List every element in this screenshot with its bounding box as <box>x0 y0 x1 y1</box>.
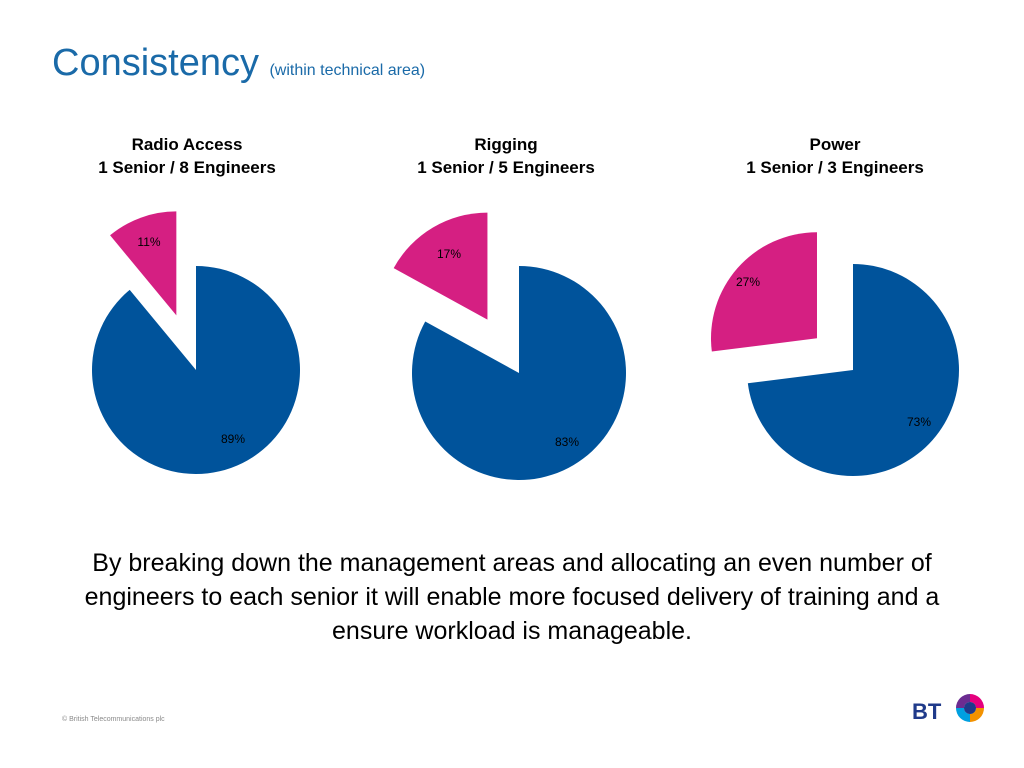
pie-slice-label: 17% <box>437 247 461 261</box>
pie-chart-2: 73% 27% <box>710 232 959 477</box>
pie-slice-label: 27% <box>736 275 760 289</box>
pie-slice-main <box>411 266 626 480</box>
pie-slice-exploded <box>110 211 177 316</box>
chart-title-line: Radio Access <box>131 135 243 154</box>
chart-title-rigging: Rigging 1 Senior / 5 Engineers <box>356 133 656 179</box>
bt-piper-globe-icon <box>956 694 984 722</box>
chart-title-radio-access: Radio Access 1 Senior / 8 Engineers <box>37 133 337 179</box>
pie-slice-exploded <box>393 212 488 320</box>
pie-slice-label: 89% <box>221 432 245 446</box>
chart-title-power: Power 1 Senior / 3 Engineers <box>685 133 985 179</box>
chart-title-line: Rigging <box>474 135 538 154</box>
chart-title-line: Power <box>809 135 861 154</box>
chart-subtitle-line: 1 Senior / 8 Engineers <box>98 158 276 177</box>
pie-slice-main <box>747 264 959 477</box>
caption-text: By breaking down the management areas an… <box>84 549 940 645</box>
bt-logo: BT <box>912 688 992 728</box>
slide-title: Consistency (within technical area) <box>52 42 425 85</box>
pie-chart-0: 89% 11% <box>91 211 300 475</box>
copyright-footer: © British Telecommunications plc <box>62 716 165 723</box>
pie-slice-main <box>91 266 300 475</box>
chart-subtitle-line: 1 Senior / 5 Engineers <box>417 158 595 177</box>
pie-chart-1: 83% 17% <box>393 212 626 480</box>
pie-slice-exploded <box>710 232 817 352</box>
chart-subtitle-line: 1 Senior / 3 Engineers <box>746 158 924 177</box>
bt-logo-text: BT <box>912 699 942 724</box>
page-title: Consistency <box>52 42 259 84</box>
page-subtitle: (within technical area) <box>269 62 426 79</box>
pie-slice-label: 83% <box>555 435 579 449</box>
pie-slice-label: 11% <box>137 235 160 249</box>
pie-slice-label: 73% <box>907 415 931 429</box>
